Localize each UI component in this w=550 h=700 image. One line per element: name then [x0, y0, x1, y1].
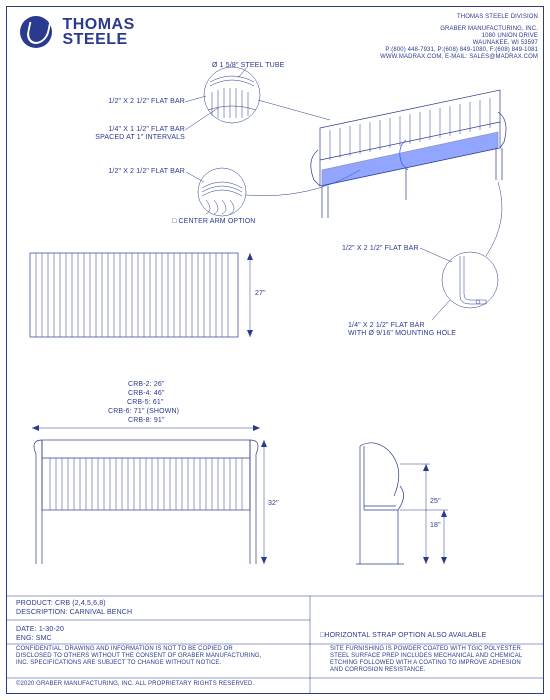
top-elevation [30, 253, 238, 337]
drawing-canvas [0, 0, 550, 700]
front-elevation [34, 440, 258, 564]
side-elevation [356, 443, 404, 564]
bench-perspective [311, 90, 506, 218]
